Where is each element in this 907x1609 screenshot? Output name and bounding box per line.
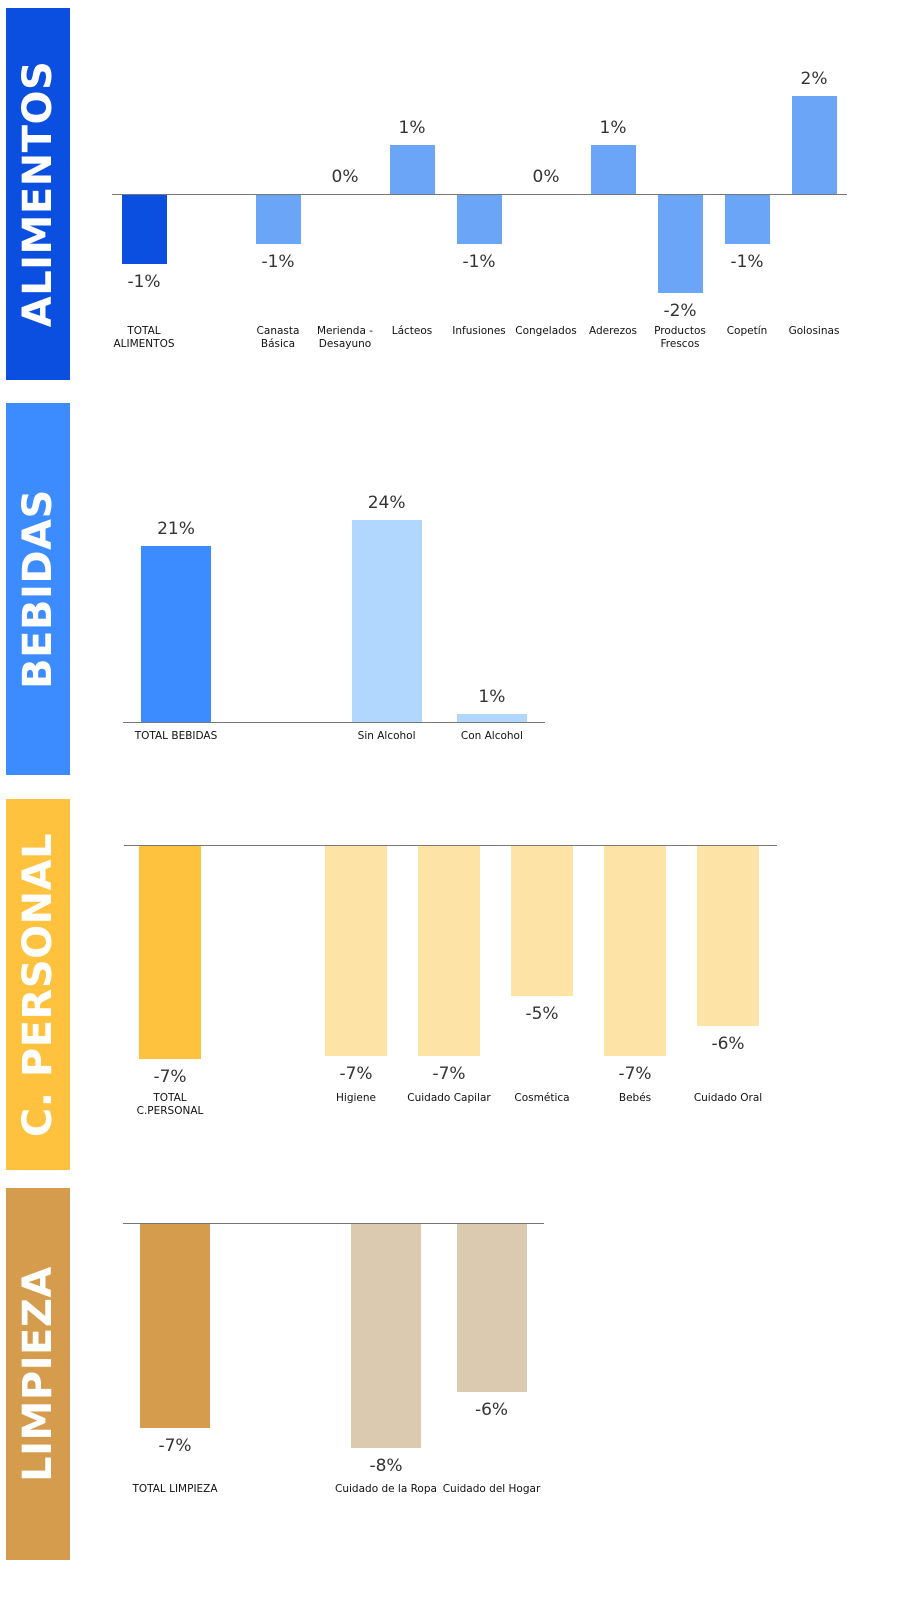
chart-title: BEBIDAS <box>15 489 61 689</box>
category-label: Higiene <box>336 1092 376 1104</box>
value-label: -6% <box>474 1400 509 1420</box>
category-label: Merienda - Desayuno <box>316 325 374 350</box>
value-label: -6% <box>711 1034 745 1054</box>
value-label: -1% <box>127 271 161 292</box>
axis-line <box>123 1223 544 1224</box>
chart-title: LIMPIEZA <box>15 1266 61 1482</box>
chart-title: C. PERSONAL <box>15 832 61 1137</box>
value-label: -7% <box>432 1064 466 1084</box>
category-label: Aderezos <box>588 325 638 337</box>
axis-line <box>123 722 545 723</box>
category-label: Congelados <box>515 325 577 337</box>
bar <box>791 96 837 194</box>
bar <box>389 145 435 194</box>
bar <box>511 846 573 996</box>
bar <box>121 195 167 264</box>
category-label: Bebés <box>618 1092 652 1104</box>
value-label: 0% <box>331 167 359 187</box>
category-label: Productos Frescos <box>654 325 706 350</box>
category-label: Cosmética <box>514 1092 570 1104</box>
value-label: 1% <box>478 686 506 707</box>
bar <box>141 545 211 722</box>
category-label: Canasta Básica <box>256 325 300 350</box>
category-label: TOTAL ALIMENTOS <box>113 325 175 350</box>
chart-title: ALIMENTOS <box>15 60 61 328</box>
value-label: 1% <box>599 118 627 138</box>
bar <box>255 195 301 244</box>
side-band <box>6 1188 70 1560</box>
bar <box>604 846 666 1056</box>
value-label: -7% <box>618 1064 652 1084</box>
category-label: Sin Alcohol <box>357 730 416 742</box>
bar <box>590 145 636 194</box>
value-label: -5% <box>525 1004 559 1024</box>
bar <box>351 520 422 722</box>
category-label: Infusiones <box>452 325 506 337</box>
bar <box>456 1224 527 1392</box>
category-label: TOTAL BEBIDAS <box>134 730 218 742</box>
bar <box>456 713 527 722</box>
category-label: Copetín <box>726 325 768 337</box>
value-label: -1% <box>462 252 496 272</box>
category-label: Cuidado del Hogar <box>442 1483 541 1495</box>
bar <box>325 846 387 1056</box>
category-label: Lácteos <box>391 325 433 337</box>
value-label: -7% <box>158 1436 192 1457</box>
value-label: -7% <box>339 1064 373 1084</box>
bar <box>418 846 480 1056</box>
category-label: Con Alcohol <box>460 730 523 742</box>
side-band <box>6 799 70 1170</box>
bar <box>351 1224 421 1448</box>
bar <box>139 846 201 1059</box>
category-label: Golosinas <box>788 325 840 337</box>
category-label: Cuidado Oral <box>693 1092 763 1104</box>
value-label: 1% <box>398 118 426 138</box>
value-label: -7% <box>153 1067 187 1087</box>
side-band <box>6 403 70 775</box>
value-label: 21% <box>157 518 195 539</box>
category-label: Cuidado Capilar <box>407 1092 491 1104</box>
bar <box>697 846 759 1026</box>
value-label: -1% <box>730 252 764 272</box>
value-label: 0% <box>532 167 560 187</box>
axis-line <box>112 194 847 195</box>
value-label: -8% <box>369 1456 403 1476</box>
bar <box>140 1224 210 1429</box>
value-label: 24% <box>367 493 406 514</box>
value-label: 2% <box>800 69 828 89</box>
category-label: TOTAL LIMPIEZA <box>132 1483 218 1495</box>
value-label: -1% <box>261 252 295 272</box>
category-label: Cuidado de la Ropa <box>335 1483 437 1495</box>
value-label: -2% <box>663 301 697 321</box>
axis-line <box>124 845 777 846</box>
bar <box>657 195 703 293</box>
bar <box>724 195 770 244</box>
category-label: TOTAL C.PERSONAL <box>136 1092 204 1117</box>
bar <box>456 195 502 244</box>
side-band <box>6 8 70 380</box>
